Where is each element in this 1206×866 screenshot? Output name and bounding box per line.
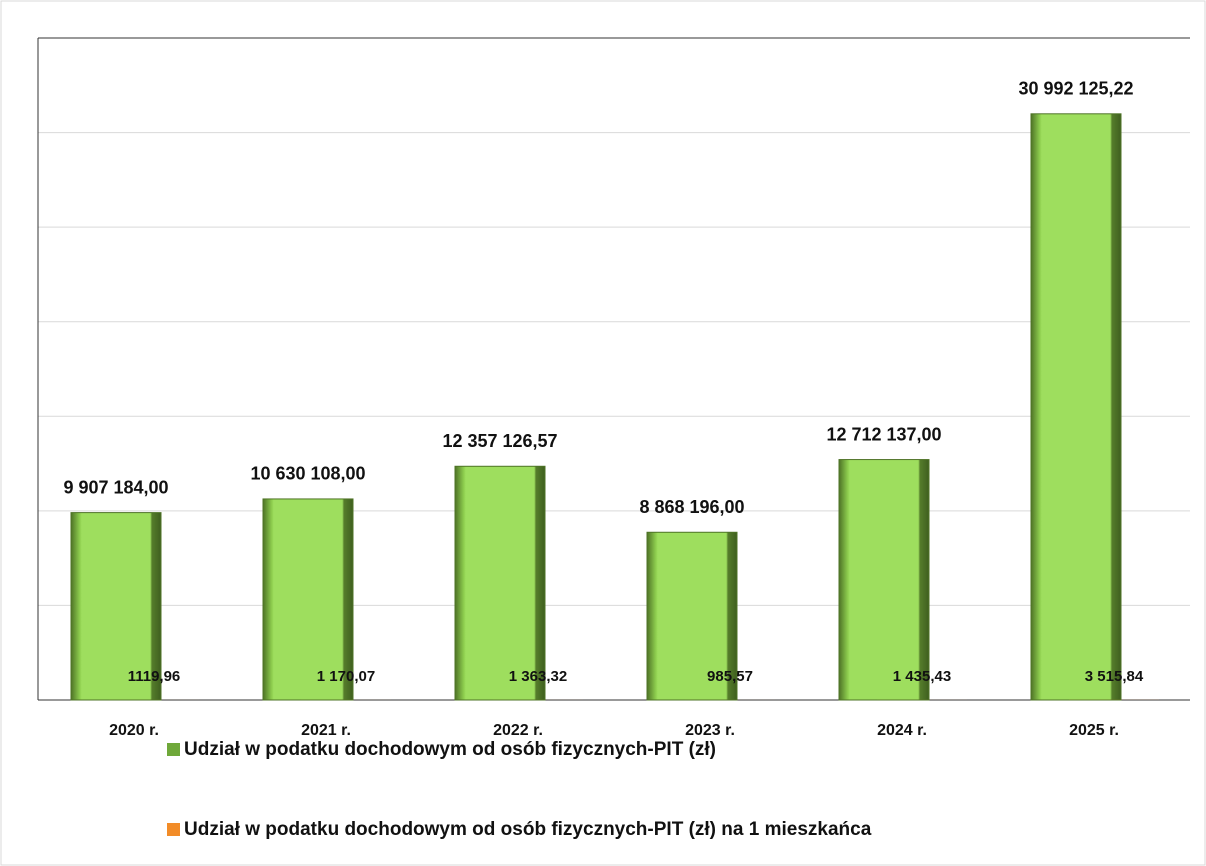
data-label: 1119,96 [128, 668, 181, 685]
bar [454, 465, 546, 701]
data-label: 3 515,84 [1085, 668, 1144, 685]
data-label: 1 170,07 [317, 668, 375, 685]
data-label: 10 630 108,00 [250, 464, 365, 484]
x-tick-label: 2025 r. [1069, 722, 1119, 739]
data-label: 9 907 184,00 [63, 477, 168, 497]
bar [1030, 113, 1122, 701]
legend-marker [167, 823, 180, 836]
data-label: 12 712 137,00 [826, 424, 941, 444]
data-label: 30 992 125,22 [1018, 79, 1133, 99]
x-tick-label: 2024 r. [877, 722, 927, 739]
data-label: 985,57 [707, 668, 753, 685]
bar [646, 531, 738, 701]
bar [262, 498, 354, 701]
x-tick-label: 2022 r. [493, 722, 543, 739]
legend-label: Udział w podatku dochodowym od osób fizy… [184, 819, 872, 840]
x-tick-label: 2020 r. [109, 722, 159, 739]
data-label: 1 363,32 [509, 668, 567, 685]
bar [70, 512, 162, 701]
data-label: 8 868 196,00 [639, 497, 744, 517]
data-label: 12 357 126,57 [442, 431, 557, 451]
data-label: 1 435,43 [893, 668, 951, 685]
x-tick-label: 2023 r. [685, 722, 735, 739]
legend-marker [167, 743, 180, 756]
legend-label: Udział w podatku dochodowym od osób fizy… [184, 739, 716, 760]
x-tick-label: 2021 r. [301, 722, 351, 739]
bar [838, 459, 930, 701]
